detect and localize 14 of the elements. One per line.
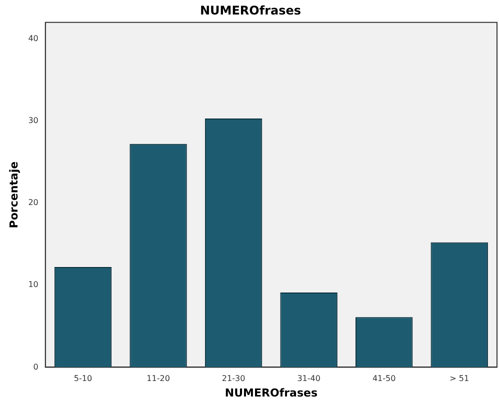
y-tick-label: 10 [28,280,38,290]
x-tick-label: 41-50 [372,374,396,384]
y-tick-label: 0 [33,362,38,372]
x-tick-label: 31-40 [297,374,320,384]
x-axis-title: NUMEROfrases [224,386,318,400]
y-axis-title: Porcentaje [7,161,20,228]
x-tick-label: 5-10 [74,374,92,384]
y-tick-label: 20 [28,198,38,208]
x-tick-label: 21-30 [222,374,246,384]
x-tick-label: 11-20 [146,374,170,384]
y-tick-label: 30 [28,116,38,125]
y-tick-label: 40 [28,34,38,43]
chart-title: NUMEROfrases [200,3,302,18]
x-tick-label: > 51 [450,374,470,384]
